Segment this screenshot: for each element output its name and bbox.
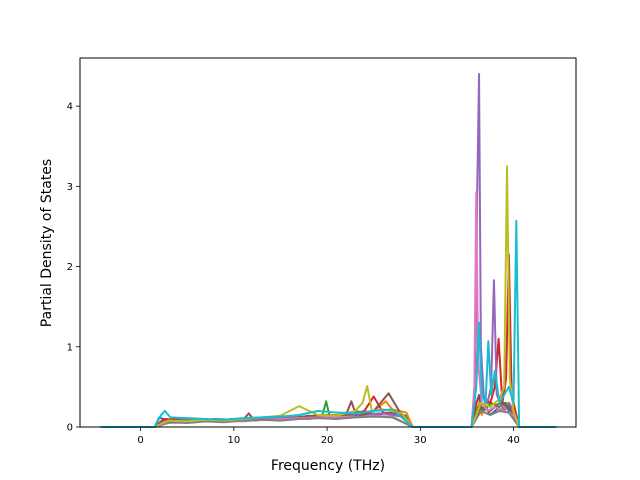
x-tick-label: 20 <box>321 435 334 446</box>
x-tick-label: 0 <box>137 435 143 446</box>
y-tick-label: 4 <box>67 102 73 113</box>
y-axis-ticks: 0 1 2 3 4 <box>67 102 80 434</box>
y-tick-label: 3 <box>67 182 73 193</box>
x-axis-ticks: 0 10 20 30 40 <box>137 427 520 446</box>
x-tick-label: 10 <box>227 435 240 446</box>
plot-area <box>80 58 576 427</box>
x-axis-label: Frequency (THz) <box>271 458 385 474</box>
y-tick-label: 2 <box>67 262 73 273</box>
x-tick-label: 40 <box>507 435 520 446</box>
y-tick-label: 0 <box>67 423 73 434</box>
axes-frame <box>79 57 577 428</box>
pdos-series-line <box>100 409 557 428</box>
pdos-series-line <box>100 219 557 428</box>
x-tick-label: 30 <box>414 435 427 446</box>
y-tick-label: 1 <box>67 342 73 353</box>
y-axis-label: Partial Density of States <box>39 159 55 327</box>
